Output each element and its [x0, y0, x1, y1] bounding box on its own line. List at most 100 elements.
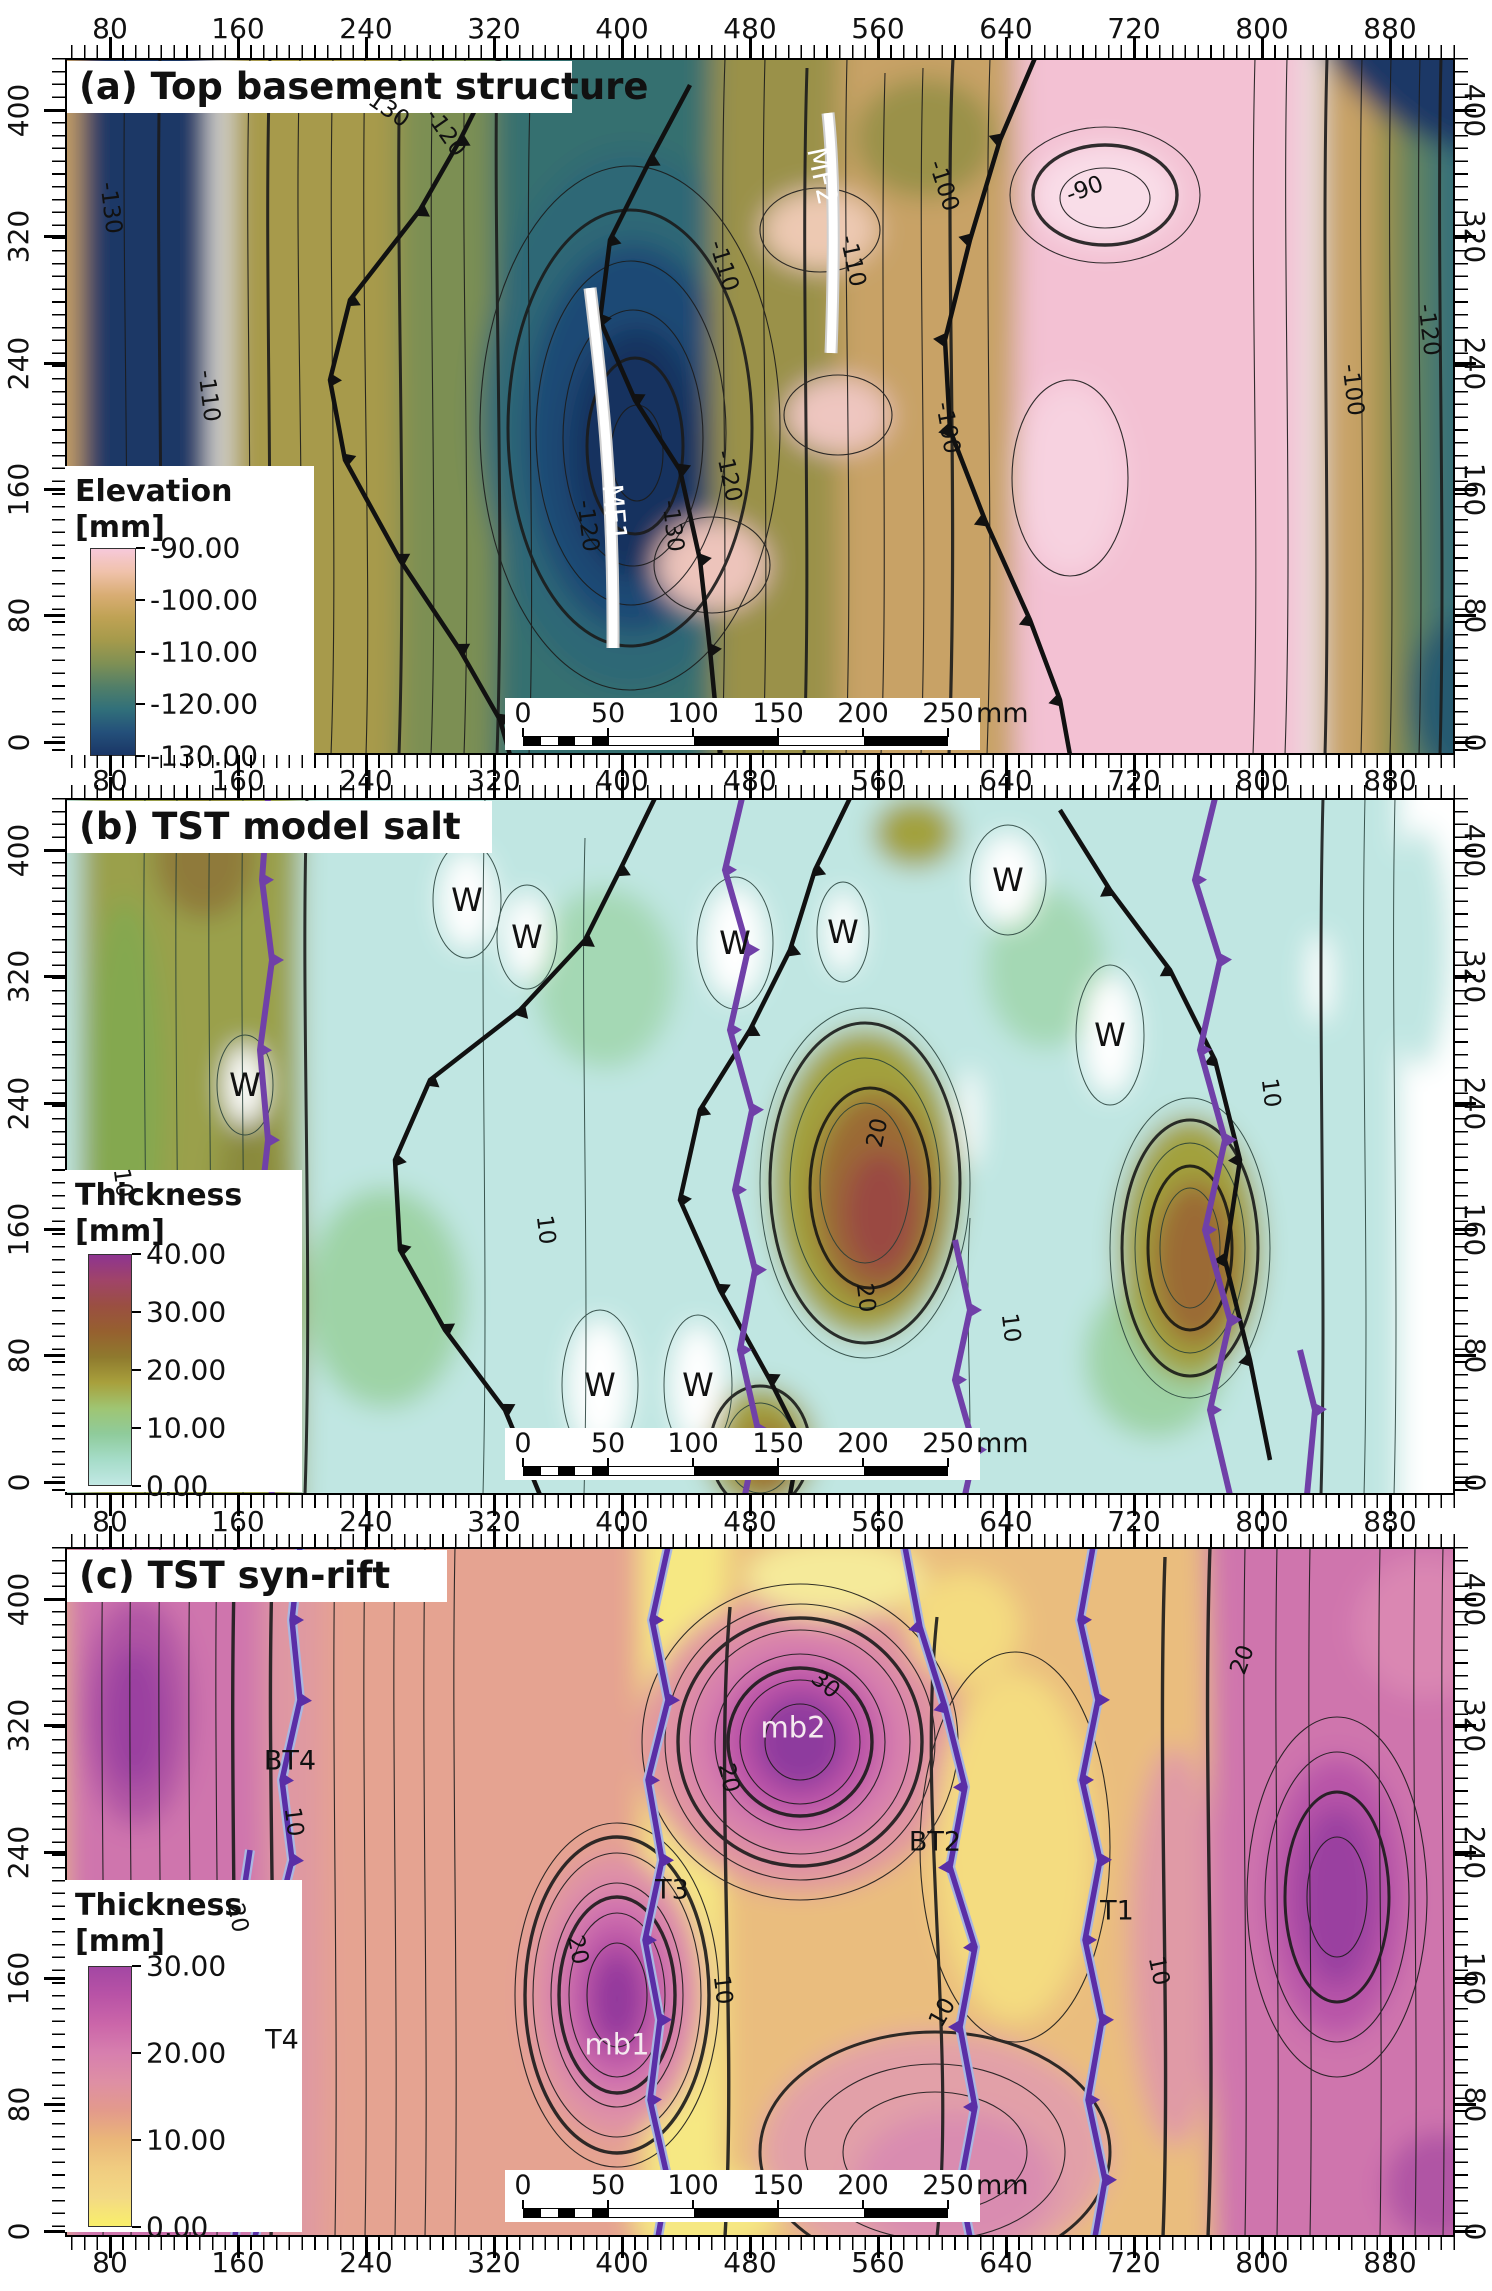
x-major-tick: [236, 1495, 240, 1516]
panel-b-title: (b) TST model salt: [67, 801, 492, 853]
x-axis-label: 240: [339, 2246, 393, 2279]
x-major-tick: [492, 37, 496, 58]
scalebar-tick: [777, 2200, 779, 2209]
scalebar-tick: [692, 728, 694, 737]
scalebar-tick: [692, 2200, 694, 2209]
legend-c: Thickness [mm] 30.00 20.00 10.00 0.00: [62, 1880, 302, 2244]
x-major-tick: [1132, 1526, 1136, 1547]
y-tick-strip-right: [1455, 58, 1468, 755]
x-major-tick: [1004, 2237, 1008, 2258]
x-major-tick: [1132, 2237, 1136, 2258]
x-major-tick: [236, 2237, 240, 2258]
x-major-tick: [1260, 777, 1264, 798]
y-major-tick: [44, 1723, 65, 1727]
scalebar-number: 50: [590, 1428, 626, 1459]
y-axis-label-right: 400: [1458, 83, 1492, 137]
x-axis-label: 240: [339, 1505, 393, 1538]
y-axis-label-left: 240: [2, 1076, 36, 1130]
colorbar-tick: [136, 599, 145, 601]
scalebar-number: 250: [922, 2170, 974, 2201]
y-major-tick: [1455, 1976, 1476, 1980]
x-axis-label: 400: [595, 764, 649, 797]
x-major-tick: [1132, 1495, 1136, 1516]
y-major-tick: [1455, 487, 1476, 491]
scalebar-number: 100: [667, 1428, 719, 1459]
y-axis-label-right: 240: [1458, 1825, 1492, 1879]
scalebar-number: 200: [837, 2170, 889, 2201]
x-major-tick: [1260, 1495, 1264, 1516]
x-major-tick: [1388, 1526, 1392, 1547]
x-axis-label: 160: [211, 12, 265, 45]
x-major-tick: [876, 2237, 880, 2258]
scalebar-bar: [523, 2208, 948, 2218]
x-major-tick: [620, 37, 624, 58]
y-axis-label-right: 0: [1458, 1473, 1492, 1491]
scalebar-number: 250: [922, 698, 974, 729]
x-axis-label: 240: [339, 764, 393, 797]
y-major-tick: [1455, 740, 1476, 744]
map-a-top-basement: [65, 58, 1455, 755]
scalebar-number: 250: [922, 1428, 974, 1459]
colorbar-tick-label: -100.00: [150, 583, 259, 617]
colorbar-tick: [136, 703, 145, 705]
x-major-tick: [1260, 755, 1264, 776]
x-axis-label: 640: [979, 764, 1033, 797]
y-axis-label-left: 240: [2, 1825, 36, 1879]
y-axis-label-right: 80: [1458, 2086, 1492, 2122]
y-major-tick: [44, 1101, 65, 1105]
y-axis-label-right: 80: [1458, 1337, 1492, 1373]
colorbar-tick: [132, 2052, 141, 2054]
y-major-tick: [1455, 1480, 1476, 1484]
colorbar-tick: [136, 755, 145, 757]
scalebar-tick: [522, 1458, 524, 1467]
x-major-tick: [364, 1495, 368, 1516]
x-axis-label: 800: [1235, 12, 1289, 45]
legend-a-colorbar: [90, 548, 136, 756]
y-axis-label-left: 160: [2, 1202, 36, 1256]
x-axis-label: 320: [467, 764, 521, 797]
y-major-tick: [1455, 613, 1476, 617]
y-major-tick: [44, 1850, 65, 1854]
y-axis-label-right: 160: [1458, 462, 1492, 516]
x-major-tick: [364, 2237, 368, 2258]
x-major-tick: [492, 1526, 496, 1547]
scalebar-bar: [523, 1466, 948, 1476]
x-tick-strip-bottom: [65, 2237, 1455, 2250]
y-major-tick: [44, 848, 65, 852]
x-axis-label: 80: [92, 12, 128, 45]
y-major-tick: [1455, 1101, 1476, 1105]
x-axis-label: 720: [1107, 764, 1161, 797]
scalebar-number: 0: [514, 2170, 532, 2201]
y-major-tick: [1455, 848, 1476, 852]
x-axis-label: 800: [1235, 764, 1289, 797]
x-tick-strip-top: [65, 1534, 1455, 1547]
colorbar-tick-label: 20.00: [146, 2036, 227, 2070]
x-axis-label: 880: [1363, 12, 1417, 45]
y-axis-label-right: 240: [1458, 1076, 1492, 1130]
y-axis-label-left: 320: [2, 209, 36, 263]
scalebar-number: 200: [837, 1428, 889, 1459]
x-major-tick: [236, 777, 240, 798]
x-axis-label: 880: [1363, 1505, 1417, 1538]
colorbar-tick-label: -130.00: [150, 739, 259, 773]
legend-b-unit: [mm]: [75, 1214, 165, 1249]
colorbar-tick-label: 10.00: [146, 1411, 227, 1445]
x-major-tick: [620, 755, 624, 776]
y-major-tick: [1455, 108, 1476, 112]
y-major-tick: [44, 234, 65, 238]
y-axis-label-left: 0: [2, 1473, 36, 1491]
x-axis-label: 240: [339, 12, 393, 45]
y-major-tick: [1455, 361, 1476, 365]
legend-b-title: Thickness: [75, 1178, 243, 1213]
x-axis-label: 400: [595, 2246, 649, 2279]
x-axis-label: 320: [467, 1505, 521, 1538]
y-major-tick: [1455, 2102, 1476, 2106]
x-major-tick: [236, 1526, 240, 1547]
scalebar-tick: [947, 2200, 949, 2209]
x-axis-label: 560: [851, 764, 905, 797]
x-major-tick: [1132, 755, 1136, 776]
x-axis-label: 640: [979, 1505, 1033, 1538]
x-axis-label: 80: [92, 764, 128, 797]
x-major-tick: [876, 755, 880, 776]
